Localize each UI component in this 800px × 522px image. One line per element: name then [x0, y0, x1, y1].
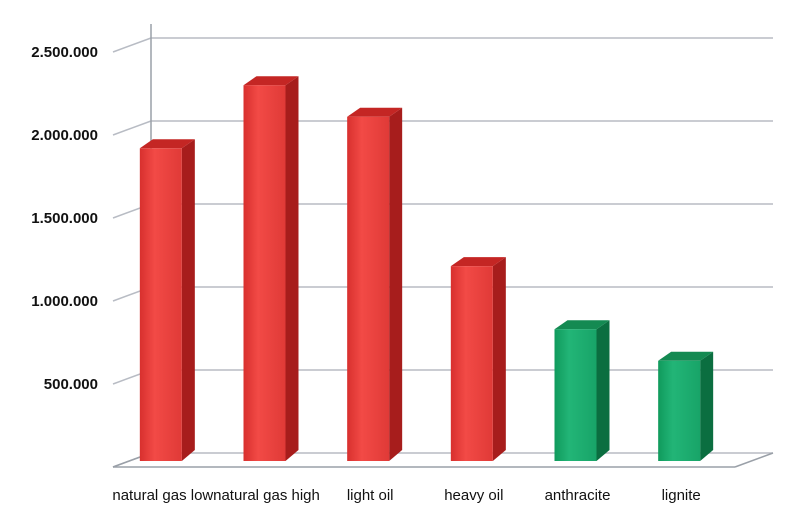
- bar-top: [347, 107, 403, 117]
- x-tick-label: lignite: [662, 487, 701, 504]
- y-tick-label: 2.500.000: [31, 44, 98, 61]
- bar-top: [243, 76, 299, 86]
- bar-front: [347, 116, 390, 462]
- floor-right-edge: [734, 452, 774, 468]
- gridline-diagonal: [112, 37, 152, 53]
- bar-lignite: [658, 351, 714, 461]
- bar-side: [389, 107, 403, 462]
- bar-natural-gas-low: [139, 139, 195, 461]
- x-tick-label: heavy oil: [444, 487, 503, 504]
- gridline-diagonal: [112, 120, 152, 136]
- x-tick-label: natural gas low: [112, 487, 213, 504]
- bar-anthracite: [554, 320, 610, 461]
- bar-side: [596, 320, 610, 461]
- x-tick-label: light oil: [347, 487, 394, 504]
- bar-front: [139, 148, 182, 461]
- x-tick-label: anthracite: [545, 487, 611, 504]
- bar-front: [658, 360, 701, 461]
- x-axis-labels: natural gas low natural gas high light oil…: [112, 487, 700, 504]
- bar-top: [554, 320, 610, 330]
- bar-light-oil: [347, 107, 403, 462]
- bar-side: [181, 139, 195, 461]
- y-tick-label: 500.000: [44, 376, 98, 393]
- bar-heavy-oil: [450, 257, 506, 461]
- y-tick-label: 2.000.000: [31, 127, 98, 144]
- bar-front: [243, 85, 286, 461]
- bar-natural-gas-high: [243, 76, 299, 461]
- bar-side: [700, 351, 714, 461]
- bar-front: [450, 266, 493, 461]
- bar-side: [492, 257, 506, 461]
- bar-top: [658, 351, 714, 361]
- y-tick-label: 1.500.000: [31, 210, 98, 227]
- y-tick-label: 1.000.000: [31, 293, 98, 310]
- bar-front: [554, 329, 597, 461]
- y-axis-ticks: 500.000 1.000.000 1.500.000 2.000.000 2.500.…: [31, 44, 98, 393]
- bar-top: [450, 257, 506, 267]
- bar-side: [285, 76, 299, 461]
- bar-top: [139, 139, 195, 149]
- x-tick-label: natural gas high: [213, 487, 320, 504]
- bars: [139, 76, 714, 462]
